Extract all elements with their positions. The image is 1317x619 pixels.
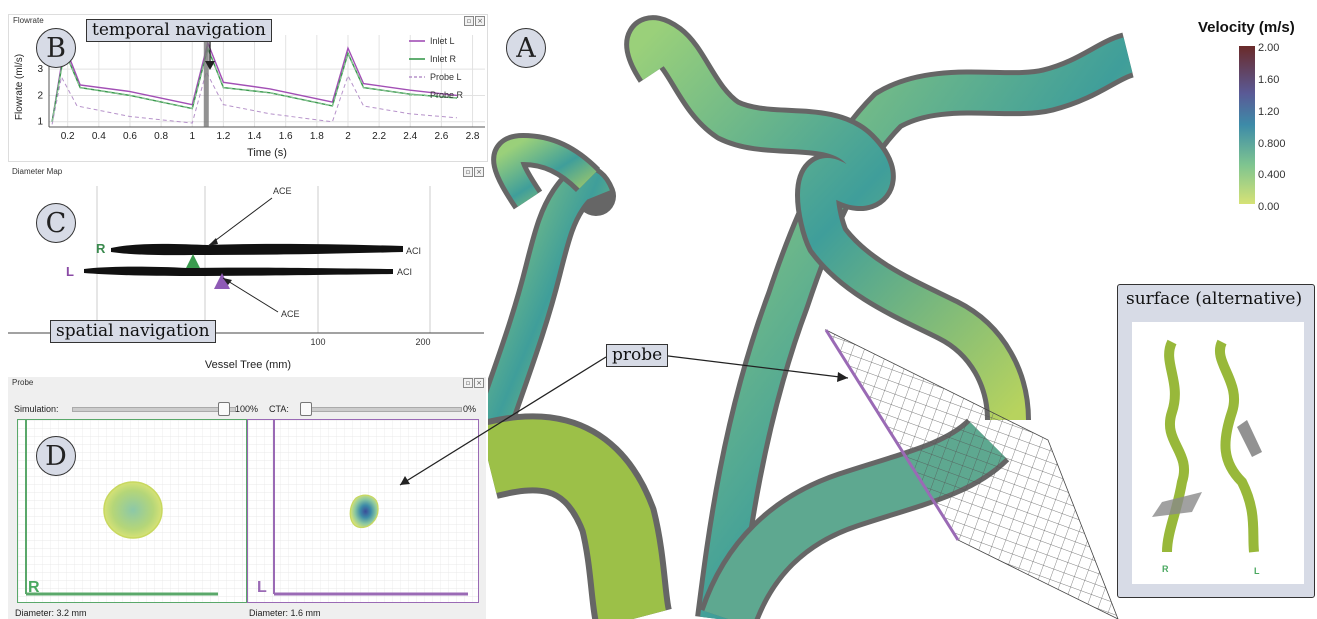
legend-entry: Inlet L xyxy=(430,36,455,46)
row-label-l: L xyxy=(66,264,74,279)
x-tick-label: 1.6 xyxy=(279,131,293,142)
diameter-readout-l: Diameter: 1.6 mm xyxy=(249,608,321,618)
diameter-map-chart[interactable]: 100 200 R L ACI ACI ACE ACE Vessel Tree … xyxy=(8,166,486,371)
diameter-readout-r: Diameter: 3.2 mm xyxy=(15,608,87,618)
surface-label: surface (alternative) xyxy=(1126,289,1303,309)
y-tick-label: 2 xyxy=(37,90,43,101)
x-tick-label: 0.2 xyxy=(61,131,75,142)
time-cursor xyxy=(203,35,209,127)
simulation-slider-handle[interactable] xyxy=(218,402,230,416)
row-label-r: R xyxy=(96,241,106,256)
marker-l-icon xyxy=(214,273,230,289)
probe-panel-buttons: ▫ × xyxy=(463,378,484,388)
x-tick-label: 1.4 xyxy=(248,131,262,142)
x-tick-label: 0.4 xyxy=(92,131,106,142)
y-tick-label: 3 xyxy=(37,64,43,75)
spatial-navigation-callout: spatial navigation xyxy=(50,320,216,344)
probe-panel-title: Probe xyxy=(12,378,34,387)
x-axis-label: Vessel Tree (mm) xyxy=(205,359,291,371)
x-tick-label: 2.6 xyxy=(434,131,448,142)
diameter-panel-title: Diameter Map xyxy=(12,167,63,176)
cta-value: 0% xyxy=(463,404,477,414)
ace-label-l: ACE xyxy=(281,309,300,319)
legend-tick-2: 1.20 xyxy=(1258,106,1279,118)
series-lines xyxy=(51,40,458,125)
legend-entry: Probe L xyxy=(430,72,462,82)
legend-tick-1: 1.60 xyxy=(1258,74,1279,86)
close-icon[interactable]: × xyxy=(475,16,485,26)
chart-grid xyxy=(49,35,485,127)
close-icon[interactable]: × xyxy=(474,167,484,177)
flowrate-panel-title: Flowrate xyxy=(13,16,44,25)
legend-tick-4: 0.400 xyxy=(1258,169,1286,181)
series-line-3 xyxy=(51,46,458,122)
series-line-0 xyxy=(51,40,458,122)
velocity-colorbar xyxy=(1239,46,1255,204)
label-a: A xyxy=(506,28,546,68)
label-c: C xyxy=(36,203,76,243)
flowrate-chart[interactable]: Flowrate (ml/s) 0.2 0.4 0.6 0.8 1 1.2 1.4 1.6 1.… xyxy=(9,15,487,161)
x-tick-label: 1.2 xyxy=(216,131,230,142)
legend-tick-0: 2.00 xyxy=(1258,42,1279,54)
legend-tick-3: 0.800 xyxy=(1258,138,1286,150)
x-tick-label: 0.6 xyxy=(123,131,137,142)
aci-label-r: ACI xyxy=(406,246,421,256)
simulation-value: 100% xyxy=(235,404,259,414)
surface-inset: R L xyxy=(1117,284,1315,598)
float-icon[interactable]: ▫ xyxy=(463,378,473,388)
y-tick-label: 1 xyxy=(37,117,43,128)
ace-l-arrow xyxy=(222,277,279,313)
x-tick-label: 1 xyxy=(189,131,195,142)
tick-100: 100 xyxy=(310,337,325,347)
float-icon[interactable]: ▫ xyxy=(463,167,473,177)
x-tick-label: 2.2 xyxy=(372,131,386,142)
x-tick-label: 1.8 xyxy=(310,131,324,142)
view-letter-l: L xyxy=(257,579,267,596)
series-line-2 xyxy=(51,70,458,125)
probe-plane-icon xyxy=(1152,492,1202,517)
surface-inset-view[interactable]: R L xyxy=(1132,322,1304,584)
velocity-legend-title: Velocity (m/s) xyxy=(1198,19,1295,36)
label-d: D xyxy=(36,436,76,476)
probe-callout: probe xyxy=(606,344,669,368)
inset-letter-l: L xyxy=(1254,566,1260,576)
tick-200: 200 xyxy=(415,337,430,347)
x-tick-label: 2.8 xyxy=(466,131,480,142)
x-tick-label: 2.4 xyxy=(403,131,417,142)
cross-section-l xyxy=(349,494,379,529)
probe-view-l[interactable]: L xyxy=(247,419,479,603)
marker-r-icon xyxy=(186,254,200,268)
probe-panel: Probe ▫ × Simulation: 100% CTA: 0% R xyxy=(8,377,486,619)
flowrate-panel-buttons: ▫ × xyxy=(464,16,485,26)
legend-entry: Probe R xyxy=(430,90,464,100)
label-b: B xyxy=(36,28,76,68)
inset-letter-r: R xyxy=(1162,564,1169,574)
cta-slider-track[interactable] xyxy=(300,407,462,412)
cta-slider-handle[interactable] xyxy=(300,402,312,416)
x-tick-label: 2 xyxy=(345,131,351,142)
y-axis-label: Flowrate (ml/s) xyxy=(14,54,25,120)
x-axis-label: Time (s) xyxy=(247,147,287,159)
vessel-band-r xyxy=(111,243,403,256)
x-tick-label: 0.8 xyxy=(154,131,168,142)
temporal-navigation-callout: temporal navigation xyxy=(86,19,272,43)
view-letter-r: R xyxy=(28,579,40,596)
simulation-slider-track[interactable] xyxy=(72,407,236,412)
ace-r-arrow xyxy=(207,197,273,247)
probe-view-l-svg: L xyxy=(248,420,478,602)
tick-labels: 0.2 0.4 0.6 0.8 1 1.2 1.4 1.6 1.8 2 2.2 2.4 2.6 2.8 1 2… xyxy=(37,64,479,142)
chart-legend: Inlet L Inlet R Probe L Probe R xyxy=(409,36,464,100)
legend-tick-5: 0.00 xyxy=(1258,201,1279,213)
simulation-label: Simulation: xyxy=(14,404,59,414)
cross-section-r xyxy=(103,481,163,539)
float-icon[interactable]: ▫ xyxy=(464,16,474,26)
diameter-panel-buttons: ▫ × xyxy=(463,167,484,177)
cta-label: CTA: xyxy=(269,404,289,414)
ace-label-r: ACE xyxy=(273,186,292,196)
vessel-band-l xyxy=(84,266,393,276)
legend-entry: Inlet R xyxy=(430,54,457,64)
aci-label-l: ACI xyxy=(397,267,412,277)
surface-render: R L xyxy=(1152,339,1262,576)
close-icon[interactable]: × xyxy=(474,378,484,388)
